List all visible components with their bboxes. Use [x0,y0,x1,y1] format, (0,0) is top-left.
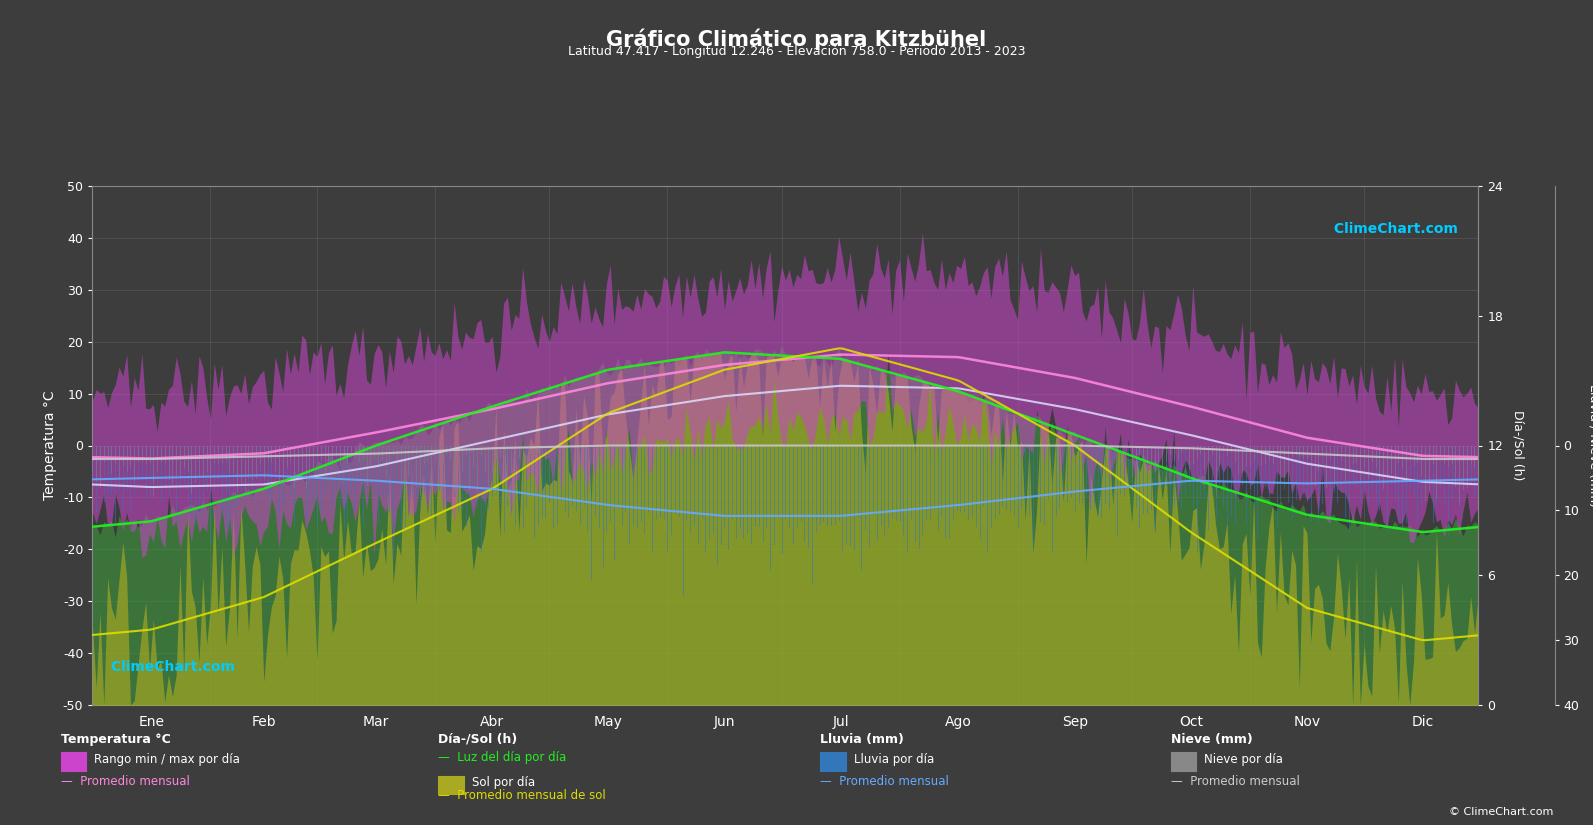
Text: © ClimeChart.com: © ClimeChart.com [1448,807,1553,817]
Text: Lluvia por día: Lluvia por día [854,752,933,766]
Text: Nieve por día: Nieve por día [1204,752,1284,766]
Text: Lluvia (mm): Lluvia (mm) [820,733,905,746]
Y-axis label: Temperatura °C: Temperatura °C [43,391,57,500]
Text: Latitud 47.417 - Longitud 12.246 - Elevación 758.0 - Periodo 2013 - 2023: Latitud 47.417 - Longitud 12.246 - Eleva… [567,45,1026,59]
Text: —  Promedio mensual: — Promedio mensual [61,776,190,789]
Text: —  Promedio mensual: — Promedio mensual [1171,776,1300,789]
Text: —  Promedio mensual: — Promedio mensual [820,776,949,789]
Text: —  Promedio mensual de sol: — Promedio mensual de sol [438,789,605,802]
Text: Nieve (mm): Nieve (mm) [1171,733,1252,746]
Y-axis label: Día-/Sol (h): Día-/Sol (h) [1512,410,1525,481]
Text: Día-/Sol (h): Día-/Sol (h) [438,733,518,746]
Text: ClimeChart.com: ClimeChart.com [1329,222,1458,236]
Y-axis label: Lluvia / Nieve (mm): Lluvia / Nieve (mm) [1588,384,1593,507]
Text: —  Luz del día por día: — Luz del día por día [438,751,567,764]
Text: ClimeChart.com: ClimeChart.com [107,660,236,674]
Text: Sol por día: Sol por día [472,776,535,789]
Text: Rango min / max por día: Rango min / max por día [94,752,241,766]
Text: Gráfico Climático para Kitzbühel: Gráfico Climático para Kitzbühel [607,29,986,50]
Text: Temperatura °C: Temperatura °C [61,733,170,746]
